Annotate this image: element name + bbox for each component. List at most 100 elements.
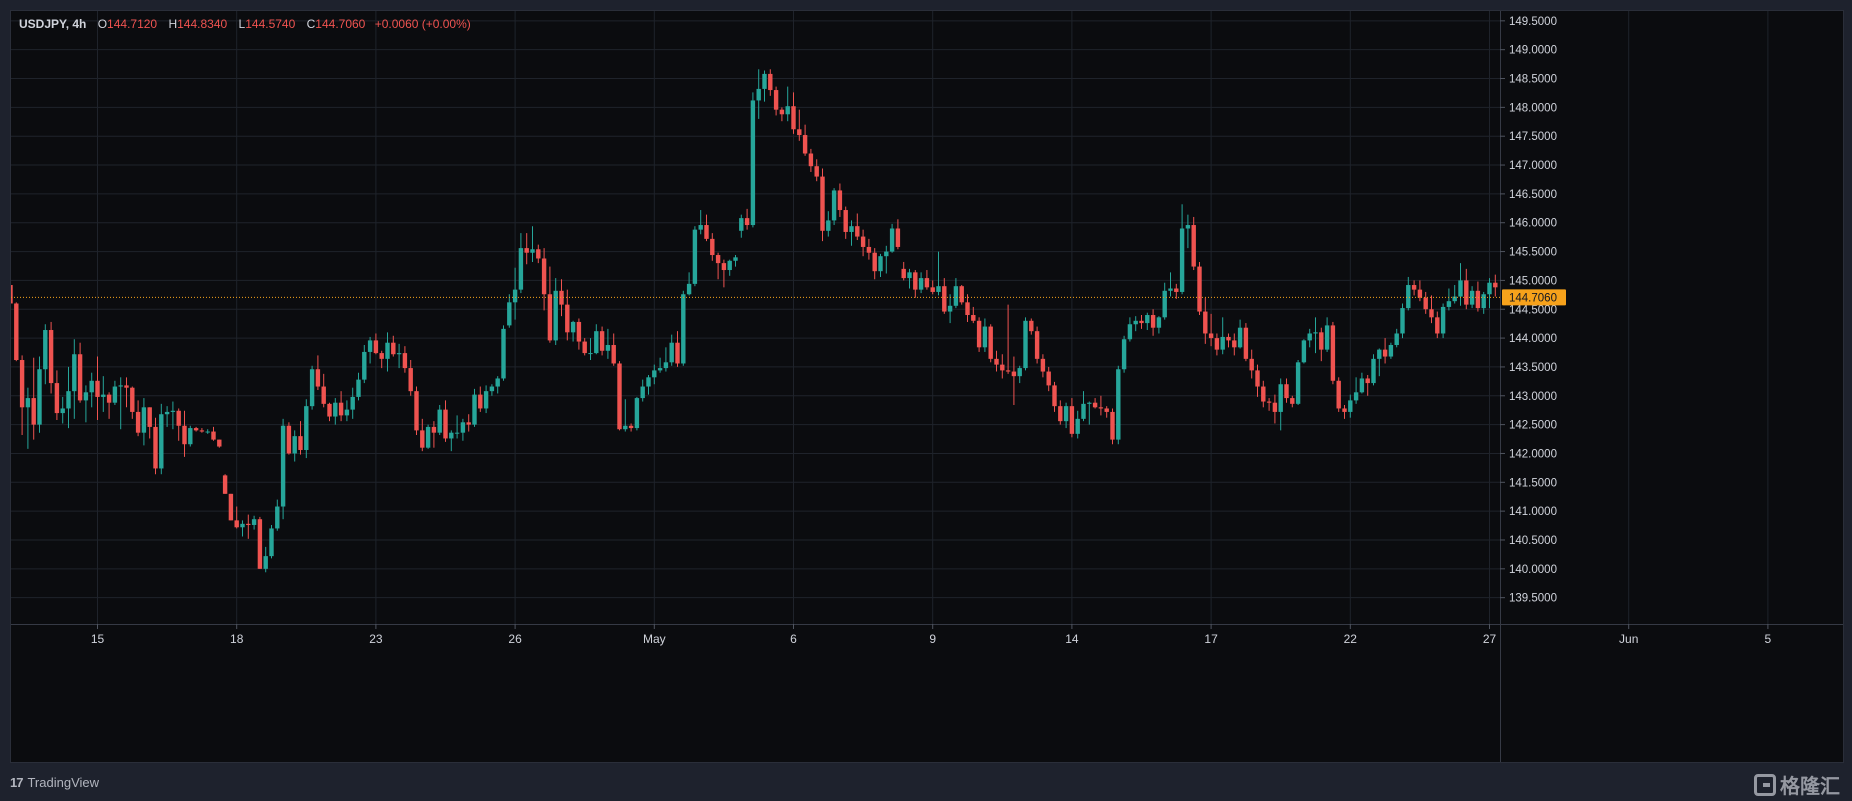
chart-panel[interactable]: 149.5000 149.0000 148.5000 148.0000 147.5000… [10, 10, 1844, 763]
candle[interactable] [895, 219, 901, 250]
candle[interactable] [646, 375, 651, 395]
candle[interactable] [1156, 316, 1162, 334]
candlestick-chart[interactable]: 149.5000 149.0000 148.5000 148.0000 147.5000… [11, 11, 1843, 762]
candle[interactable] [1458, 263, 1463, 306]
candle[interactable] [1174, 283, 1179, 299]
candle[interactable] [77, 342, 83, 403]
candle[interactable] [692, 226, 698, 287]
candle[interactable] [576, 318, 582, 350]
candle[interactable] [1411, 280, 1417, 296]
candle[interactable] [623, 399, 628, 432]
candle[interactable] [1058, 400, 1063, 425]
candle[interactable] [11, 271, 13, 311]
candle[interactable] [860, 229, 866, 257]
candle[interactable] [425, 424, 431, 449]
candle[interactable] [431, 421, 437, 448]
candle[interactable] [275, 499, 280, 531]
candle[interactable] [112, 380, 118, 406]
candle[interactable] [1040, 354, 1046, 378]
candle[interactable] [193, 426, 199, 432]
candle[interactable] [124, 377, 129, 408]
candle[interactable] [1400, 303, 1405, 339]
candle[interactable] [1278, 378, 1283, 431]
candle[interactable] [1214, 333, 1220, 356]
candle[interactable] [1046, 366, 1051, 392]
candle[interactable] [1220, 317, 1225, 355]
candle[interactable] [1069, 398, 1075, 438]
candle[interactable] [205, 429, 210, 434]
candle[interactable] [286, 422, 292, 455]
candle[interactable] [176, 408, 181, 441]
candle[interactable] [715, 252, 721, 280]
candle[interactable] [1179, 204, 1185, 295]
candle[interactable] [501, 325, 506, 381]
candle[interactable] [1237, 319, 1243, 349]
candle[interactable] [936, 251, 941, 296]
candle[interactable] [222, 474, 228, 494]
candle[interactable] [338, 391, 344, 422]
candle[interactable] [1313, 317, 1318, 354]
candle[interactable] [1133, 316, 1138, 332]
candle[interactable] [779, 107, 785, 122]
candle[interactable] [1388, 342, 1394, 359]
candle[interactable] [1464, 268, 1469, 310]
candle[interactable] [762, 70, 767, 102]
candle[interactable] [385, 332, 390, 372]
candle[interactable] [449, 430, 454, 452]
candle[interactable] [1487, 278, 1492, 309]
candle[interactable] [1000, 354, 1005, 379]
candle[interactable] [454, 415, 460, 439]
candle[interactable] [37, 356, 42, 433]
candle[interactable] [669, 334, 674, 366]
candle[interactable] [263, 546, 268, 573]
candle[interactable] [1255, 364, 1260, 397]
candle[interactable] [930, 280, 935, 295]
candle[interactable] [942, 278, 947, 314]
candle[interactable] [217, 439, 222, 448]
candle[interactable] [652, 364, 657, 385]
candle[interactable] [118, 377, 123, 430]
candle[interactable] [1301, 339, 1307, 364]
candle[interactable] [750, 92, 756, 228]
candle[interactable] [396, 343, 402, 369]
candle[interactable] [1319, 327, 1324, 362]
candle[interactable] [507, 294, 512, 328]
candle[interactable] [1197, 261, 1202, 316]
candle[interactable] [1481, 291, 1486, 314]
candle[interactable] [298, 421, 303, 455]
candle[interactable] [1092, 398, 1098, 409]
candle[interactable] [478, 386, 483, 412]
candle[interactable] [791, 92, 796, 134]
candle[interactable] [605, 328, 611, 359]
candle[interactable] [391, 335, 396, 357]
candle[interactable] [802, 124, 808, 156]
candle[interactable] [1017, 365, 1022, 384]
symbol-title[interactable]: USDJPY, 4h [19, 17, 87, 31]
candle[interactable] [101, 376, 106, 412]
candle[interactable] [344, 400, 350, 422]
candle[interactable] [553, 278, 558, 346]
candle[interactable] [1052, 381, 1057, 412]
candle[interactable] [164, 406, 170, 427]
candle[interactable] [443, 400, 448, 442]
candle[interactable] [1098, 395, 1104, 416]
candle[interactable] [420, 418, 425, 452]
candle[interactable] [1348, 394, 1353, 418]
candle[interactable] [356, 372, 361, 401]
candle[interactable] [66, 366, 71, 429]
candle[interactable] [710, 233, 715, 261]
candle[interactable] [1377, 348, 1382, 377]
candle[interactable] [1139, 315, 1144, 329]
candle[interactable] [408, 360, 413, 396]
candle[interactable] [878, 253, 883, 277]
candle[interactable] [147, 407, 152, 439]
candle[interactable] [1249, 349, 1254, 379]
candle[interactable] [657, 357, 663, 373]
candle[interactable] [1295, 360, 1301, 406]
candle[interactable] [547, 266, 553, 343]
candle[interactable] [953, 278, 959, 309]
candle[interactable] [182, 410, 187, 457]
candle[interactable] [1127, 317, 1133, 342]
candle[interactable] [837, 183, 843, 217]
candle[interactable] [1284, 378, 1289, 403]
